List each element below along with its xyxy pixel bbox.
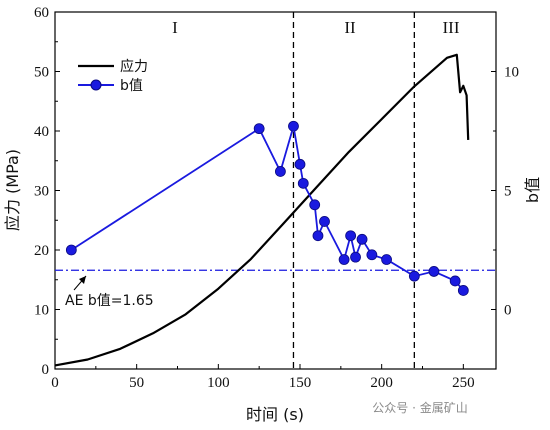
y-right-tick-label: 10 (504, 65, 519, 81)
y-left-tick-label: 0 (42, 362, 50, 378)
b-value-point (294, 158, 306, 170)
x-tick-label: 200 (370, 375, 393, 391)
y-right-tick-label: 5 (504, 184, 512, 200)
b-value-point (338, 254, 350, 265)
y-right-tick-label: 0 (504, 303, 512, 319)
y-left-tick-label: 50 (34, 65, 49, 81)
x-tick-label: 150 (289, 375, 312, 391)
b-value-point (253, 123, 265, 135)
y-left-axis-title: 应力 (MPa) (3, 149, 22, 231)
b-value-point (65, 244, 77, 256)
b-value-point (366, 249, 378, 261)
b-value-point (309, 199, 321, 211)
y-left-tick-label: 10 (34, 303, 49, 319)
y-right-axis-title: b值 (523, 177, 542, 203)
x-tick-label: 0 (51, 375, 59, 391)
legend-b-marker (90, 79, 102, 91)
y-right-axis-ticks: 0 5 10 (491, 11, 519, 370)
region-label-1: I (172, 18, 178, 37)
x-axis-title: 时间 (s) (246, 405, 304, 424)
b-value-point (288, 120, 299, 132)
stress-series (54, 53, 470, 367)
watermark: 公众号 · 金属矿山 (372, 400, 467, 415)
b-value-point (356, 233, 368, 245)
y-left-tick-label: 20 (34, 243, 49, 259)
annotation-arrow-head (79, 276, 86, 284)
b-value-point (345, 230, 357, 242)
legend-stress-label: 应力 (120, 58, 148, 75)
b-value-point (408, 270, 420, 282)
b-value-point (350, 251, 361, 263)
y-left-axis-ticks: 0 10 20 30 40 50 60 (34, 5, 60, 378)
y-left-tick-label: 40 (34, 124, 49, 140)
stage-boundaries (292, 12, 415, 369)
b-value-line (70, 125, 464, 292)
region-label-2: II (344, 18, 356, 37)
x-tick-label: 250 (452, 375, 475, 391)
region-label-3: III (443, 18, 460, 37)
b-value-point (319, 216, 330, 227)
x-tick-label: 50 (129, 375, 144, 391)
b-value-point (274, 166, 286, 177)
b-value-point (381, 254, 392, 265)
b-value-point (428, 266, 440, 277)
reference-line-label: AE b值=1.65 (65, 293, 154, 309)
b-value-series (65, 120, 469, 296)
stress-line (54, 53, 470, 367)
legend: 应力 b值 (78, 58, 148, 94)
x-axis-ticks: 0 50 100 150 200 250 (51, 364, 475, 391)
b-value-point (312, 230, 324, 242)
y-left-tick-label: 30 (34, 184, 49, 200)
b-value-point (297, 177, 309, 189)
b-value-point (449, 275, 461, 287)
y-left-tick-label: 60 (34, 5, 49, 21)
b-value-point (457, 285, 469, 296)
x-tick-label: 100 (207, 375, 230, 391)
legend-b-label: b值 (120, 78, 143, 94)
stage-labels: I II III (172, 18, 460, 37)
